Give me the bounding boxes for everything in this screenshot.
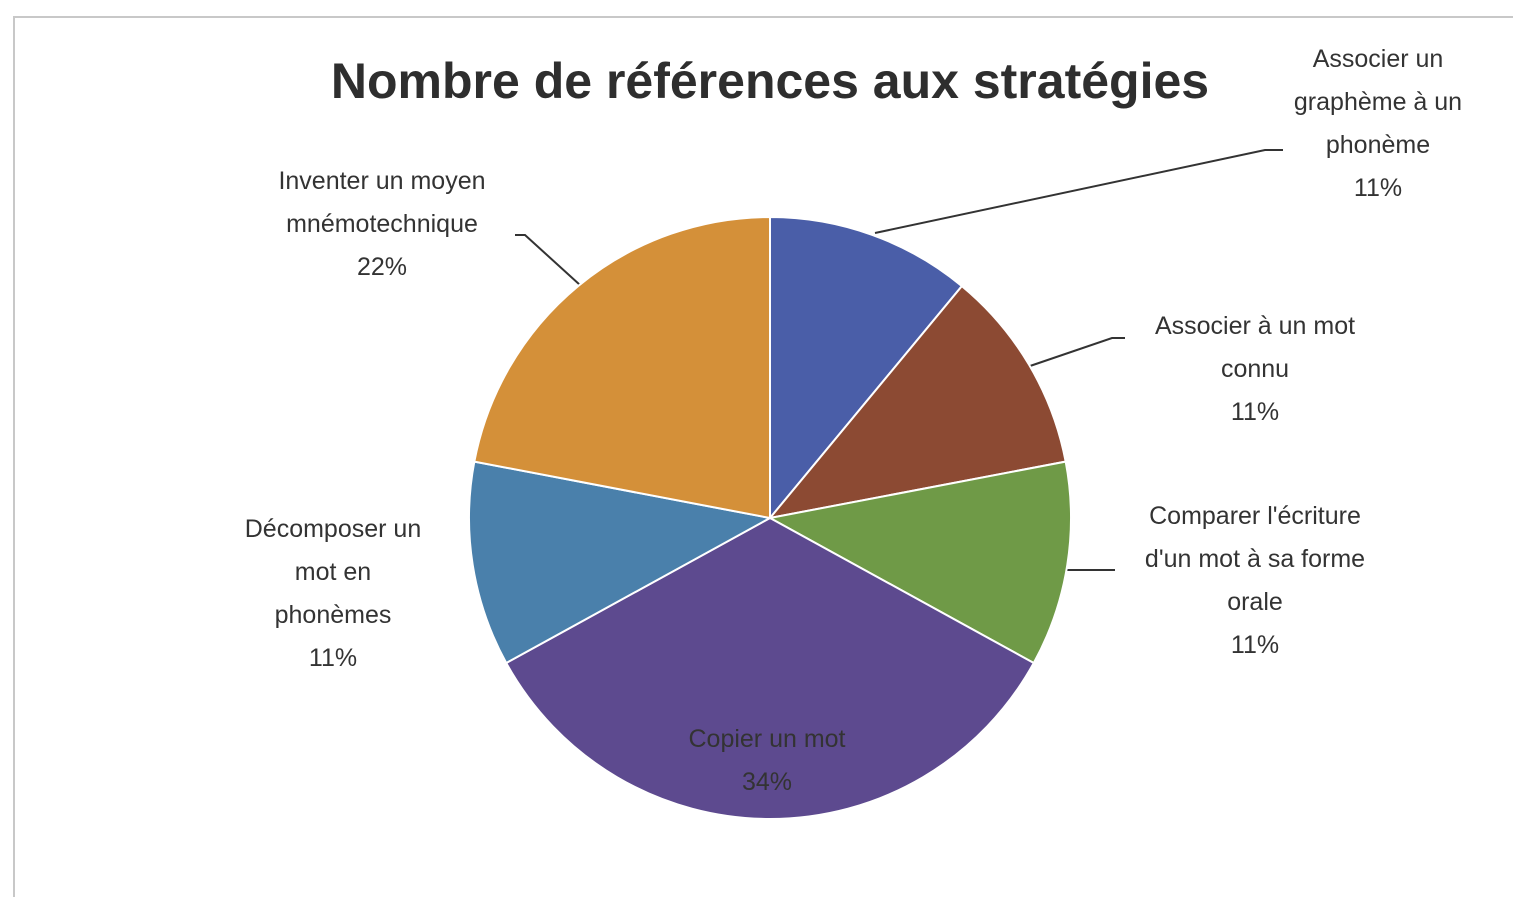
data-label: Associer un graphème à un phonème 11% (1278, 38, 1478, 210)
category-label: Associer un graphème à un phonème (1293, 45, 1463, 159)
category-label: Inventer un moyen mnémotechnique (278, 167, 486, 238)
data-label: Décomposer un mot en phonèmes 11% (233, 508, 433, 680)
category-label: Décomposer un mot en phonèmes (244, 515, 422, 629)
pie-slice (473, 215, 771, 520)
pie-slice (468, 460, 773, 665)
pie-slice (767, 284, 1067, 520)
value-label: 11% (308, 644, 358, 672)
data-label: Associer à un mot connu 11% (1135, 305, 1375, 434)
chart-title: Nombre de références aux stratégies (330, 53, 1210, 109)
leader-line (874, 149, 1283, 234)
data-label: Inventer un moyen mnémotechnique 22% (257, 160, 507, 289)
category-label: Comparer l'écriture d'un mot à sa forme … (1144, 502, 1366, 616)
value-label: 11% (1230, 631, 1280, 659)
data-label: Comparer l'écriture d'un mot à sa forme … (1143, 495, 1368, 667)
value-label: 22% (356, 253, 408, 281)
value-label: 34% (741, 768, 793, 796)
pie-slice (504, 516, 1036, 820)
pie-slice (769, 215, 964, 521)
leader-line (1029, 337, 1125, 367)
category-label: Copier un mot (688, 725, 846, 753)
chart-frame (13, 16, 1513, 897)
value-label: 11% (1353, 174, 1403, 202)
leader-lines (515, 149, 1283, 571)
pie-slice (767, 460, 1072, 665)
leader-line (515, 234, 581, 286)
data-label: Copier un mot 34% (617, 718, 917, 804)
category-label: Associer à un mot connu (1154, 312, 1356, 383)
value-label: 11% (1230, 398, 1280, 426)
